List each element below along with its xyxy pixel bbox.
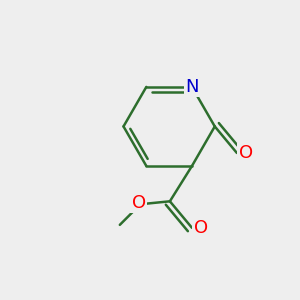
Text: O: O [132,194,146,212]
Text: O: O [238,144,253,162]
Text: N: N [185,78,199,96]
Text: O: O [194,219,208,237]
